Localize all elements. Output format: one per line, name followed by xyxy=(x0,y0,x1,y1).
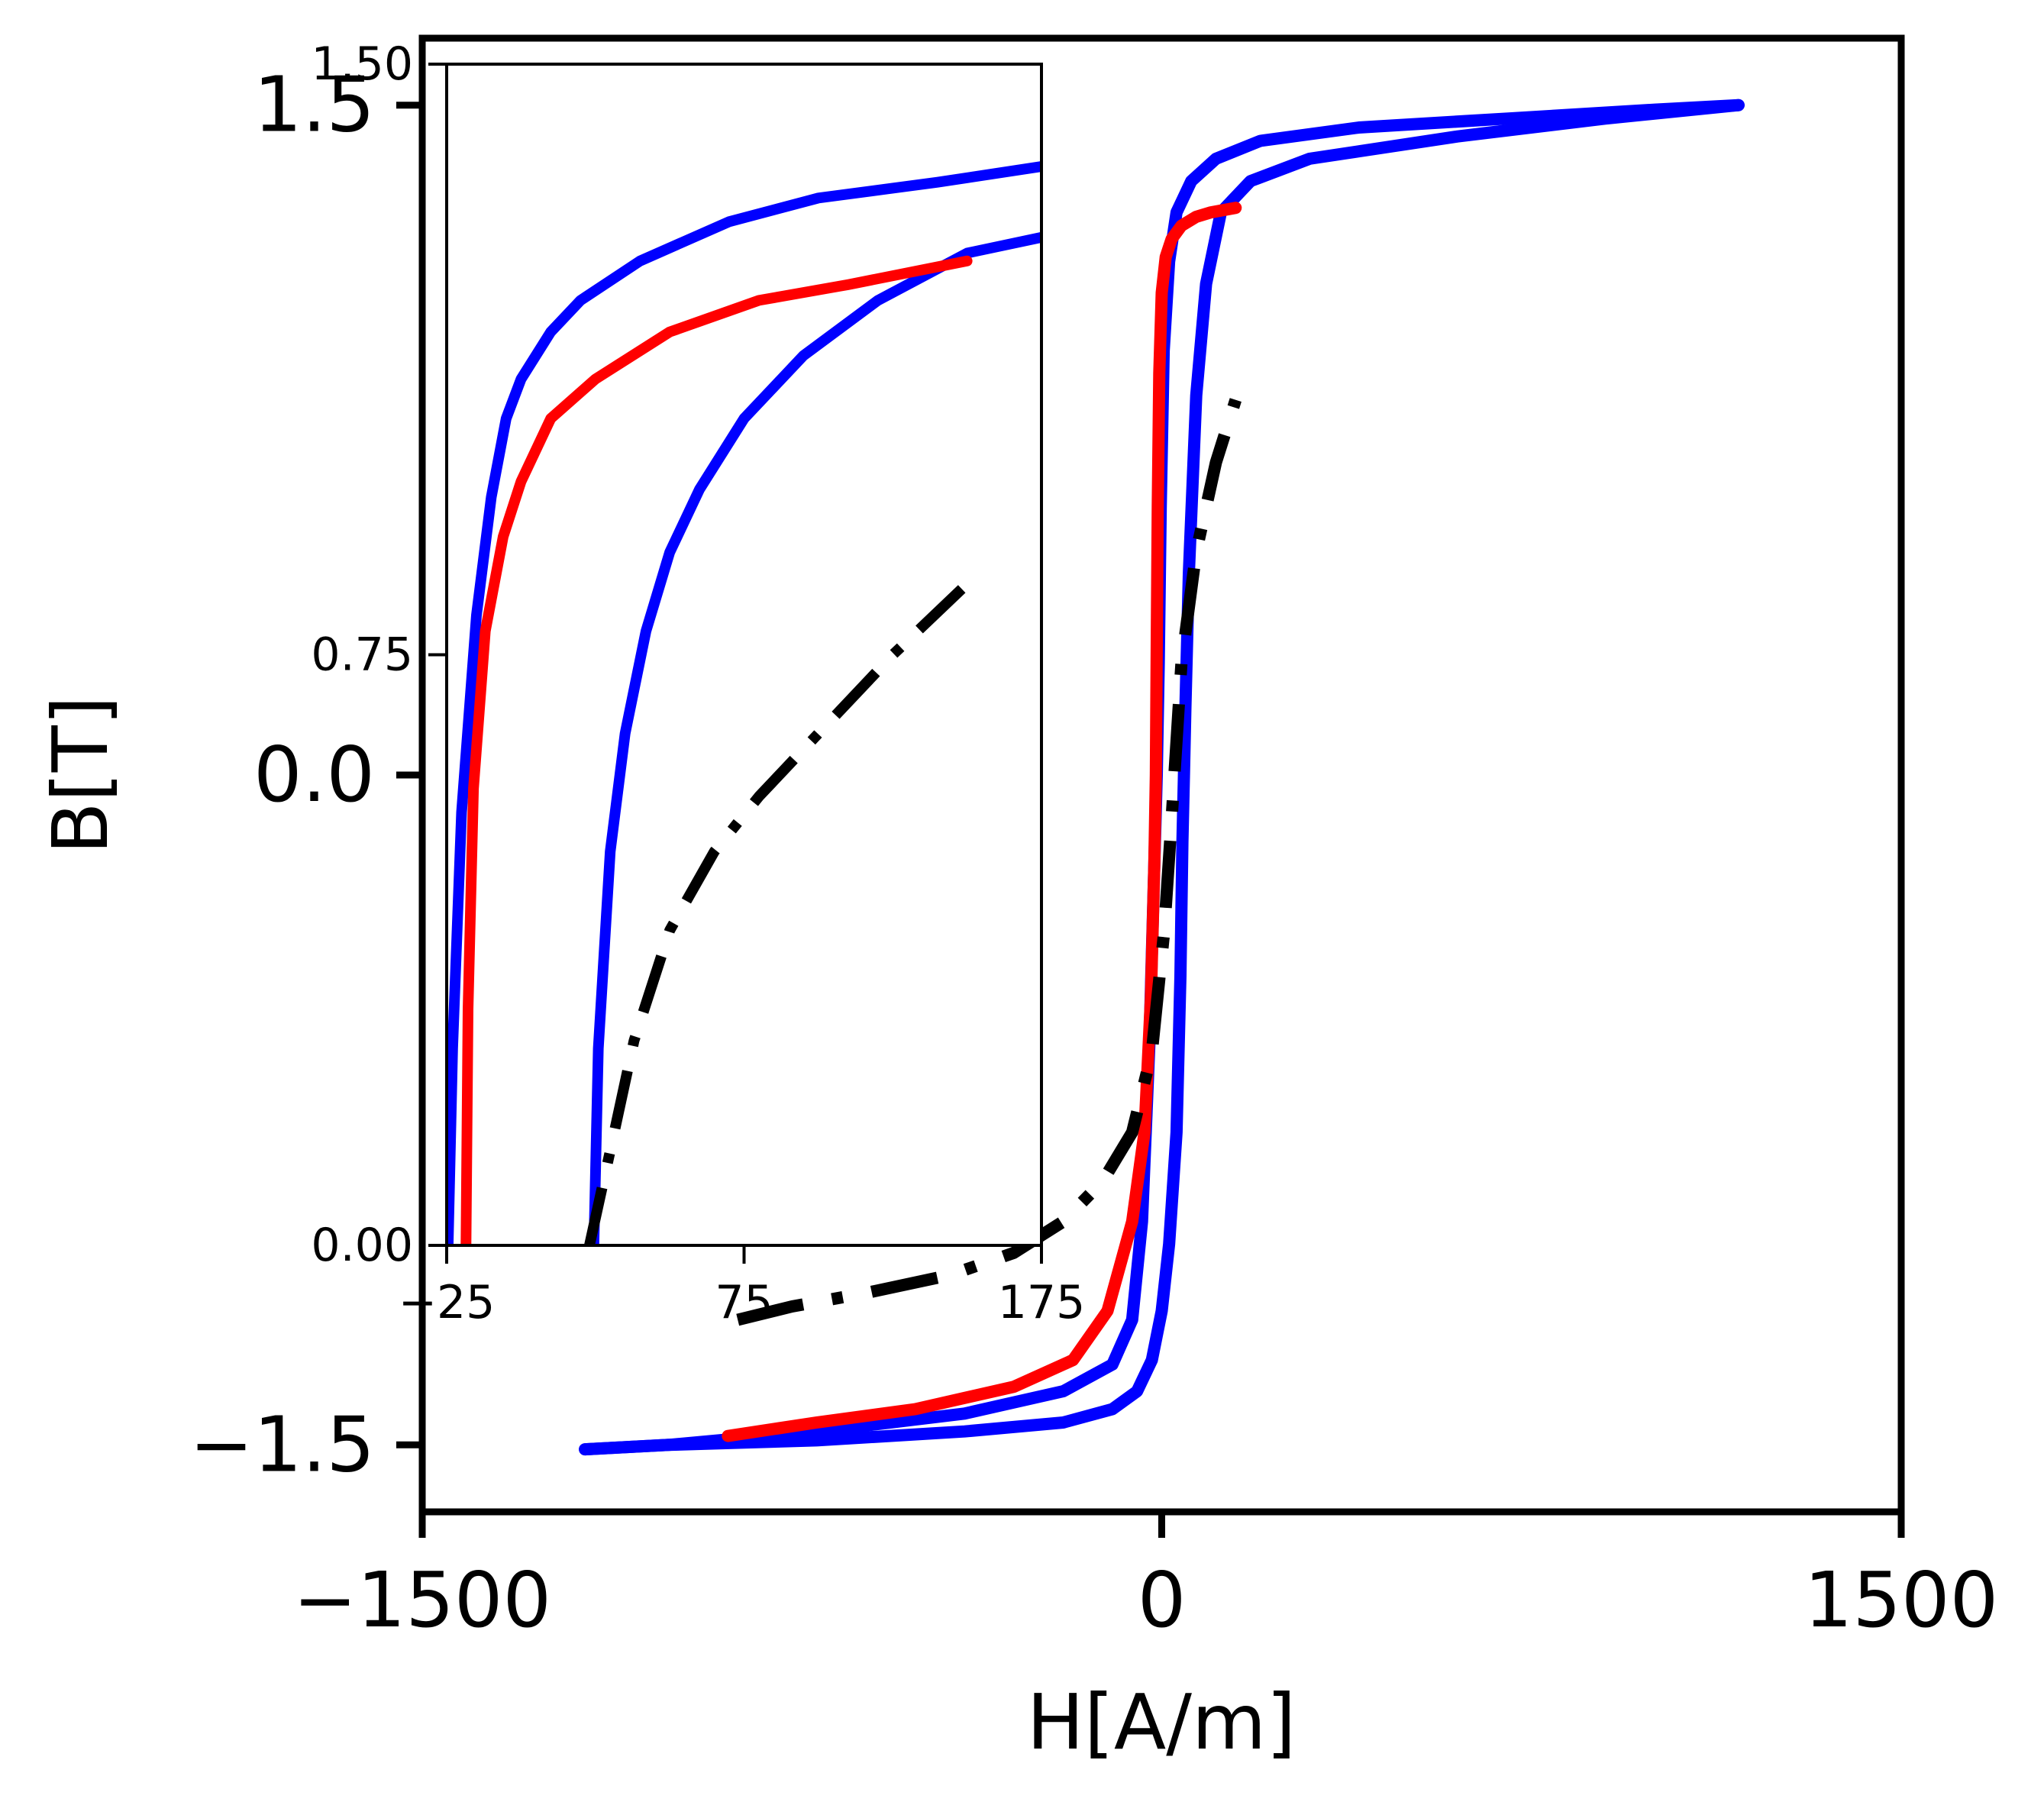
x-axis-label: H[A/m] xyxy=(1027,1678,1296,1767)
y-axis-label: B[T] xyxy=(36,696,125,854)
inset-y-tick-label: 1.50 xyxy=(311,37,413,91)
main-y-tick-label: 0.0 xyxy=(253,730,375,819)
main-axis-ticks: −1500 0 1500 −1.5 0.0 1.5 xyxy=(189,60,1998,1645)
main-x-tick-label: 1500 xyxy=(1804,1555,1999,1645)
inset-y-tick-label: 0.00 xyxy=(311,1219,413,1272)
inset-background xyxy=(447,64,1041,1245)
main-y-tick-label: −1.5 xyxy=(189,1400,375,1489)
inset-plot-lines xyxy=(447,161,1041,1245)
inset-series-line-3 xyxy=(584,580,971,1245)
main-y-tick-label: 1.5 xyxy=(253,60,375,150)
inset-series-line-0 xyxy=(447,161,1041,1245)
main-x-tick-label: −1500 xyxy=(293,1555,551,1645)
main-x-tick-label: 0 xyxy=(1138,1555,1187,1645)
inset-axis-ticks: −25 75 175 0.00 0.75 1.50 xyxy=(311,37,1085,1329)
inset-y-tick-label: 0.75 xyxy=(311,628,413,682)
inset-series-line-1 xyxy=(588,231,1041,1245)
inset-x-tick-label: −25 xyxy=(399,1276,496,1329)
inset-x-tick-label: 75 xyxy=(715,1276,773,1329)
main-plot-lines xyxy=(579,98,1745,1456)
inset-series-line-2 xyxy=(460,255,973,1245)
main-series-line-2 xyxy=(722,202,1242,1442)
inset-x-tick-label: 175 xyxy=(998,1276,1086,1329)
main-series-line-3 xyxy=(736,398,1242,1326)
main-series-line-0 xyxy=(579,98,1745,1456)
